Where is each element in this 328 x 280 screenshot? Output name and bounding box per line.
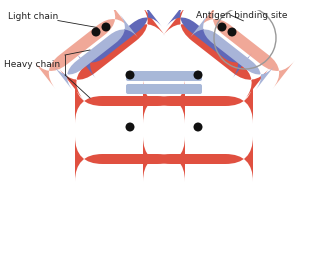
Circle shape [194, 71, 202, 80]
FancyBboxPatch shape [126, 84, 202, 94]
FancyBboxPatch shape [75, 137, 185, 181]
FancyBboxPatch shape [143, 137, 253, 181]
Circle shape [126, 123, 134, 132]
FancyBboxPatch shape [75, 78, 185, 123]
Circle shape [126, 71, 134, 80]
FancyBboxPatch shape [197, 1, 295, 89]
FancyBboxPatch shape [189, 13, 275, 90]
Circle shape [228, 27, 236, 36]
FancyBboxPatch shape [53, 13, 139, 90]
Circle shape [92, 27, 100, 36]
Circle shape [194, 123, 202, 132]
Circle shape [217, 22, 227, 32]
Text: Heavy chain: Heavy chain [4, 60, 60, 69]
FancyBboxPatch shape [76, 1, 162, 78]
FancyBboxPatch shape [166, 1, 252, 78]
Text: Antigen binding site: Antigen binding site [196, 11, 288, 20]
Text: Light chain: Light chain [8, 12, 58, 21]
FancyBboxPatch shape [59, 4, 165, 100]
Circle shape [101, 22, 111, 32]
FancyBboxPatch shape [163, 4, 269, 100]
FancyBboxPatch shape [143, 78, 253, 123]
FancyBboxPatch shape [33, 1, 131, 89]
FancyBboxPatch shape [126, 71, 202, 81]
